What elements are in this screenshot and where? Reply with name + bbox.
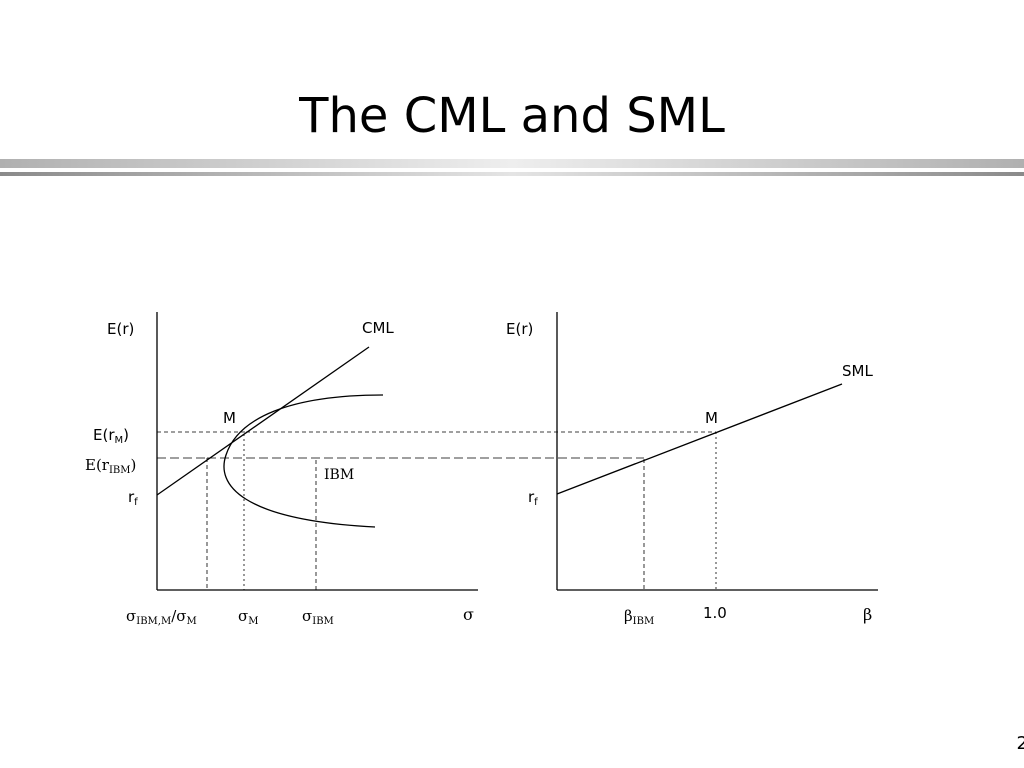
cml-y-axis-label: E(r): [107, 320, 134, 338]
sml-risk-free-label: rf: [528, 488, 538, 508]
title-divider-thin: [0, 172, 1024, 176]
sml-panel: E(r) SML M rf βIBM 1.0 β: [506, 312, 878, 627]
expected-return-market-label: E(rM): [93, 426, 129, 446]
efficient-frontier-curve: [223, 394, 384, 528]
page-number: 2: [1016, 733, 1024, 754]
cml-market-point-label: M: [223, 409, 236, 427]
sml-market-point-label: M: [705, 409, 718, 427]
ibm-asset-label: IBM: [324, 467, 354, 483]
cml-x-axis-symbol: σ: [463, 605, 474, 624]
sigma-ibm-m-over-sigma-m-tick: σIBM,M/σM: [126, 607, 197, 627]
security-market-line: [556, 383, 843, 495]
slide-title: The CML and SML: [299, 88, 725, 144]
title-divider-thick: [0, 159, 1024, 168]
sigma-ibm-tick: σIBM: [302, 607, 334, 627]
sml-line-label: SML: [842, 362, 873, 380]
cml-risk-free-label: rf: [128, 488, 138, 508]
cml-line-label: CML: [362, 319, 394, 337]
sml-y-axis-label: E(r): [506, 320, 533, 338]
beta-ibm-tick: βIBM: [624, 607, 654, 627]
expected-return-ibm-label: E(rIBM): [85, 456, 136, 476]
sigma-m-tick: σM: [238, 607, 259, 627]
beta-one-tick: 1.0: [703, 604, 727, 622]
capital-market-line: [156, 346, 370, 496]
sml-x-axis-symbol: β: [863, 605, 872, 624]
cml-panel: E(r) CML M E(rM) E(rIBM) rf IBM σIBM,M/σ…: [85, 312, 478, 627]
